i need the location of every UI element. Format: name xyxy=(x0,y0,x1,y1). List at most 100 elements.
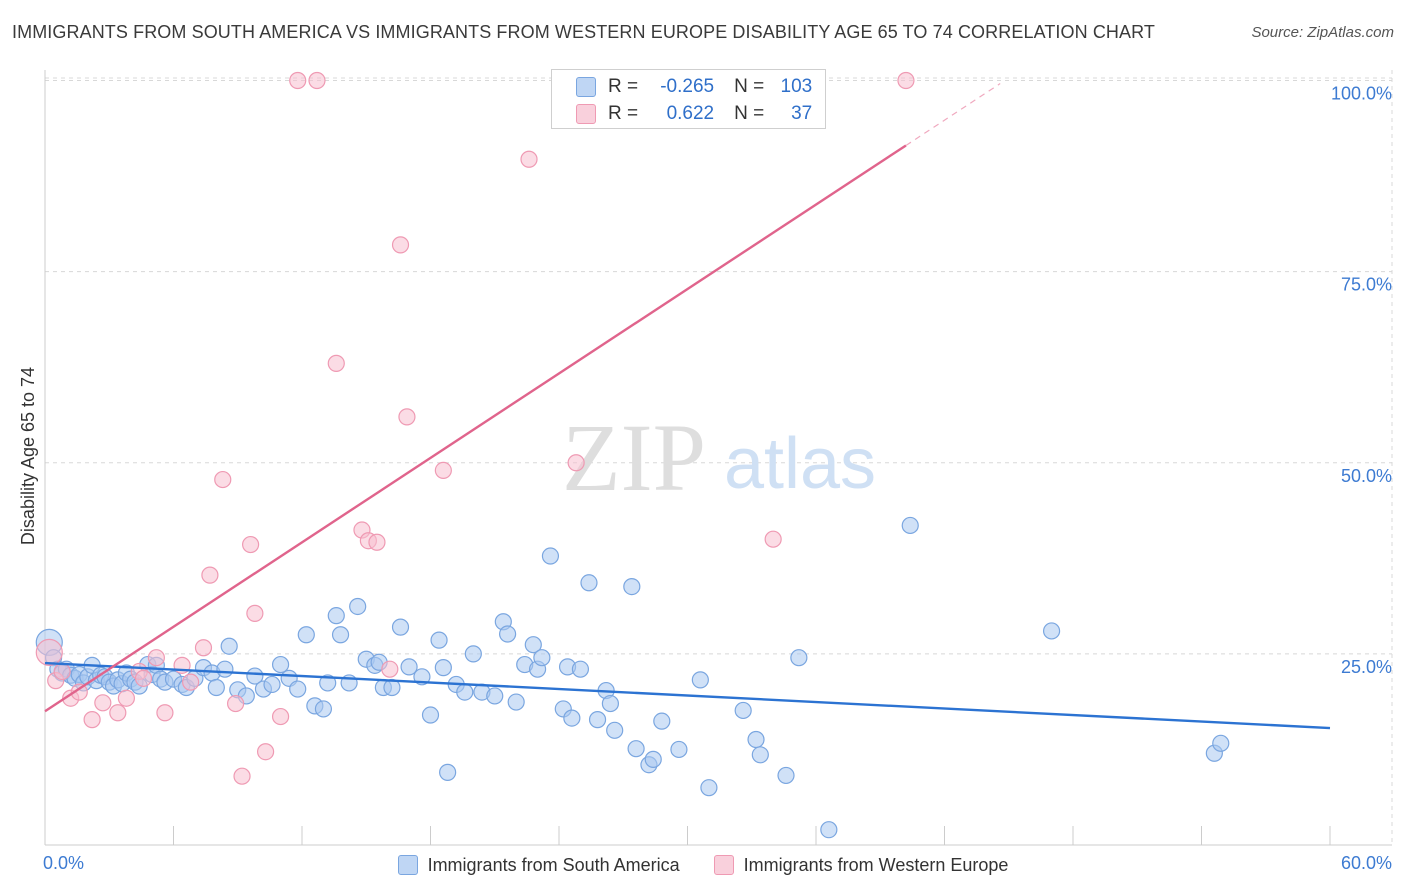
data-point-blue xyxy=(533,649,551,667)
data-point-blue xyxy=(777,766,795,785)
bottom-legend: Immigrants from South America Immigrants… xyxy=(0,852,1406,878)
data-point-pink xyxy=(368,533,386,551)
data-point-pink xyxy=(242,535,260,554)
data-point-blue xyxy=(327,607,345,625)
y-tick-label: 25.0% xyxy=(1341,657,1392,677)
data-point-blue xyxy=(456,683,474,701)
data-point-blue xyxy=(246,667,264,685)
data-point-blue xyxy=(263,675,281,694)
data-point-blue xyxy=(606,721,624,739)
trend-line-extension-pink xyxy=(905,83,1001,146)
data-point-pink xyxy=(398,408,416,426)
data-point-pink xyxy=(327,354,345,372)
data-point-pink xyxy=(35,638,63,666)
data-point-pink xyxy=(764,530,782,548)
watermark-atlas: atlas xyxy=(724,424,876,504)
n-label: N = xyxy=(734,76,765,97)
data-point-blue xyxy=(1212,734,1230,752)
data-point-blue xyxy=(297,626,315,644)
data-point-blue xyxy=(901,516,919,535)
pink-swatch xyxy=(576,104,596,124)
r-value: -0.265 xyxy=(660,76,715,97)
data-point-blue xyxy=(644,750,662,768)
data-point-pink xyxy=(391,236,410,254)
data-point-blue xyxy=(400,658,418,676)
data-point-blue xyxy=(216,660,234,678)
legend-item-western-europe: Immigrants from Western Europe xyxy=(713,854,1009,876)
data-point-blue xyxy=(289,680,307,698)
legend-label: Immigrants from Western Europe xyxy=(743,854,1009,875)
x-tick-label-min: 0.0% xyxy=(43,853,84,873)
data-point-blue xyxy=(524,636,542,654)
data-point-pink xyxy=(271,707,290,726)
data-point-pink xyxy=(256,743,275,761)
chart-title: IMMIGRANTS FROM SOUTH AMERICA VS IMMIGRA… xyxy=(12,22,1156,42)
data-point-blue xyxy=(464,645,482,663)
data-point-blue xyxy=(207,678,225,697)
source-credit: Source: ZipAtlas.com xyxy=(1251,24,1394,41)
correlation-row-pink: R = 0.622 N = 37 xyxy=(576,101,812,127)
data-point-pink xyxy=(53,662,71,681)
data-point-pink xyxy=(246,604,264,622)
data-point-blue xyxy=(820,821,838,839)
data-point-pink xyxy=(520,150,538,168)
watermark-zip: ZIP xyxy=(562,404,706,511)
blue-swatch xyxy=(576,77,596,97)
n-value: 37 xyxy=(791,103,813,124)
data-point-pink xyxy=(233,767,251,785)
r-label: R = xyxy=(608,76,639,97)
data-point-pink xyxy=(94,694,112,712)
y-tick-label: 50.0% xyxy=(1341,466,1392,486)
trend-line-blue xyxy=(44,661,1331,730)
data-point-blue xyxy=(541,547,560,565)
data-point-blue xyxy=(747,730,765,749)
data-point-blue xyxy=(790,649,808,667)
data-point-blue xyxy=(623,577,641,596)
n-value: 103 xyxy=(780,76,813,97)
data-point-blue xyxy=(314,700,333,718)
data-point-blue xyxy=(319,674,337,692)
data-point-blue xyxy=(271,655,290,674)
data-point-pink xyxy=(567,454,585,472)
data-point-blue xyxy=(486,687,504,705)
data-point-blue xyxy=(588,711,607,729)
x-tick-label-max: 60.0% xyxy=(1341,853,1392,873)
data-point-pink xyxy=(83,711,101,729)
correlation-row-blue: R = -0.265 N = 103 xyxy=(576,74,812,100)
data-point-pink xyxy=(381,660,399,678)
data-point-pink xyxy=(227,694,245,713)
data-point-pink xyxy=(109,704,127,722)
data-point-blue xyxy=(331,626,350,644)
data-point-blue xyxy=(627,740,645,758)
data-point-pink xyxy=(134,669,153,687)
y-tick-label: 100.0% xyxy=(1331,84,1392,104)
data-point-blue xyxy=(653,712,671,730)
r-value: 0.622 xyxy=(666,103,715,124)
data-point-pink xyxy=(182,673,200,691)
data-point-blue xyxy=(421,706,440,724)
data-point-blue xyxy=(563,709,581,727)
data-point-pink xyxy=(897,71,915,90)
data-point-pink xyxy=(156,704,174,722)
data-point-blue xyxy=(1042,622,1061,640)
legend-item-south-america: Immigrants from South America xyxy=(397,854,680,876)
data-point-pink xyxy=(70,683,88,701)
y-tick-label: 75.0% xyxy=(1341,275,1392,295)
data-point-blue xyxy=(734,701,752,720)
data-point-blue xyxy=(507,693,525,711)
data-point-blue xyxy=(391,618,410,636)
data-point-blue xyxy=(499,625,517,643)
data-point-pink xyxy=(289,71,307,90)
data-point-blue xyxy=(430,631,448,649)
data-point-blue xyxy=(439,763,457,781)
data-point-pink xyxy=(434,461,452,479)
pink-swatch xyxy=(713,855,734,875)
legend-label: Immigrants from South America xyxy=(427,854,680,875)
data-point-pink xyxy=(201,566,219,584)
trend-line-pink xyxy=(44,144,907,713)
data-point-blue xyxy=(220,637,238,655)
n-label: N = xyxy=(734,103,765,124)
data-point-blue xyxy=(434,659,452,677)
blue-swatch xyxy=(397,855,418,875)
